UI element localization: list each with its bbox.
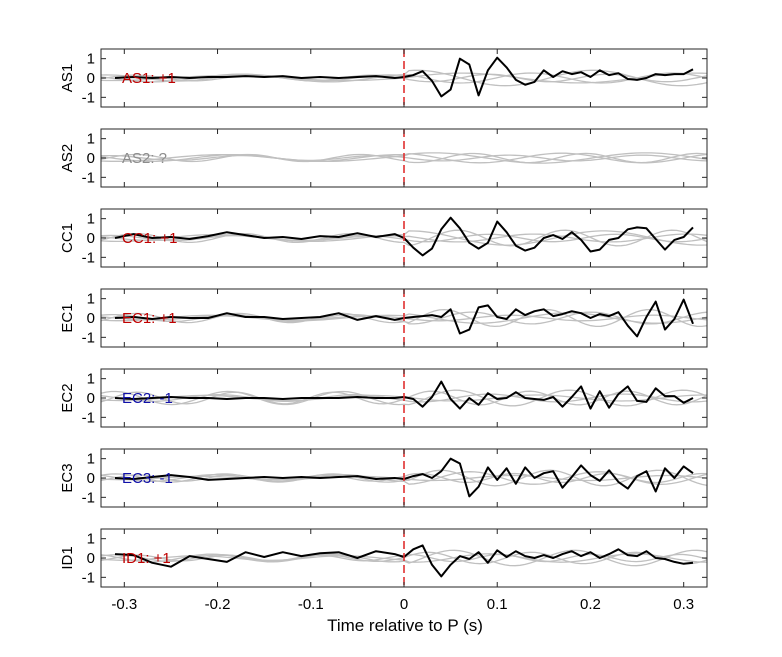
background-trace xyxy=(100,308,708,328)
waveform-trace xyxy=(114,298,694,338)
waveform-trace xyxy=(114,380,694,410)
waveform-trace xyxy=(114,544,694,578)
y-tick-label: -1 xyxy=(82,409,95,426)
y-tick-label: 0 xyxy=(87,310,95,327)
x-tick-label: 0.1 xyxy=(487,596,508,613)
y-tick-label: 1 xyxy=(87,51,95,68)
waveform-trace xyxy=(114,457,694,498)
y-tick-label: -1 xyxy=(82,169,95,186)
x-tick-label: 0 xyxy=(400,596,408,613)
x-tick-label: -0.1 xyxy=(298,596,324,613)
y-tick-label: 1 xyxy=(87,371,95,388)
station-label: AS2 xyxy=(59,144,76,172)
polarity-annotation: EC1: +1 xyxy=(122,310,177,327)
y-tick-label: 0 xyxy=(87,390,95,407)
background-trace xyxy=(100,471,708,485)
station-label: EC1 xyxy=(59,303,76,332)
x-tick-label: -0.2 xyxy=(205,596,231,613)
y-tick-label: 1 xyxy=(87,451,95,468)
y-tick-label: -1 xyxy=(82,249,95,266)
y-tick-label: -1 xyxy=(82,89,95,106)
waveform-trace xyxy=(114,216,694,257)
station-label: AS1 xyxy=(59,64,76,92)
y-tick-label: 0 xyxy=(87,470,95,487)
station-label: EC3 xyxy=(59,463,76,492)
y-tick-label: -1 xyxy=(82,329,95,346)
station-label: CC1 xyxy=(59,223,76,253)
x-tick-label: 0.3 xyxy=(673,596,694,613)
panel-stack: -1 0 1 AS1 AS1: +1 -1 0 1 AS2 AS2: ? -1 0 1 CC1 CC1: +… xyxy=(59,48,708,588)
panel-id1: -1 0 1 ID1 ID1: +1 xyxy=(59,528,708,588)
y-tick-label: 1 xyxy=(87,531,95,548)
waveform-trace xyxy=(114,56,694,98)
y-tick-label: 1 xyxy=(87,291,95,308)
x-axis: -0.3 -0.2 -0.1 0 0.1 0.2 0.3 xyxy=(111,596,694,613)
panel-as2: -1 0 1 AS2 AS2: ? xyxy=(59,128,708,188)
polarity-annotation: ID1: +1 xyxy=(122,550,171,567)
station-label: EC2 xyxy=(59,383,76,412)
y-tick-label: 1 xyxy=(87,131,95,148)
polarity-annotation: AS1: +1 xyxy=(122,70,176,87)
y-tick-label: 0 xyxy=(87,70,95,87)
polarity-annotation: CC1: +1 xyxy=(122,230,177,247)
y-tick-label: -1 xyxy=(82,489,95,506)
y-tick-label: 1 xyxy=(87,211,95,228)
panel-as1: -1 0 1 AS1 AS1: +1 xyxy=(59,48,708,108)
y-tick-label: -1 xyxy=(82,569,95,586)
panel-ec3: -1 0 1 EC3 EC3: -1 xyxy=(59,448,708,508)
panel-ec1: -1 0 1 EC1 EC1: +1 xyxy=(59,288,708,348)
x-tick-label: -0.3 xyxy=(111,596,137,613)
x-axis-label: Time relative to P (s) xyxy=(327,616,483,635)
y-tick-label: 0 xyxy=(87,150,95,167)
station-label: ID1 xyxy=(59,546,76,569)
panel-ec2: -1 0 1 EC2 EC2: -1 xyxy=(59,368,708,428)
y-tick-label: 0 xyxy=(87,550,95,567)
panel-cc1: -1 0 1 CC1 CC1: +1 xyxy=(59,208,708,268)
y-tick-label: 0 xyxy=(87,230,95,247)
polarity-annotation: EC3: -1 xyxy=(122,470,173,487)
polarity-annotation: EC2: -1 xyxy=(122,390,173,407)
x-tick-label: 0.2 xyxy=(580,596,601,613)
polarity-annotation: AS2: ? xyxy=(122,150,167,167)
